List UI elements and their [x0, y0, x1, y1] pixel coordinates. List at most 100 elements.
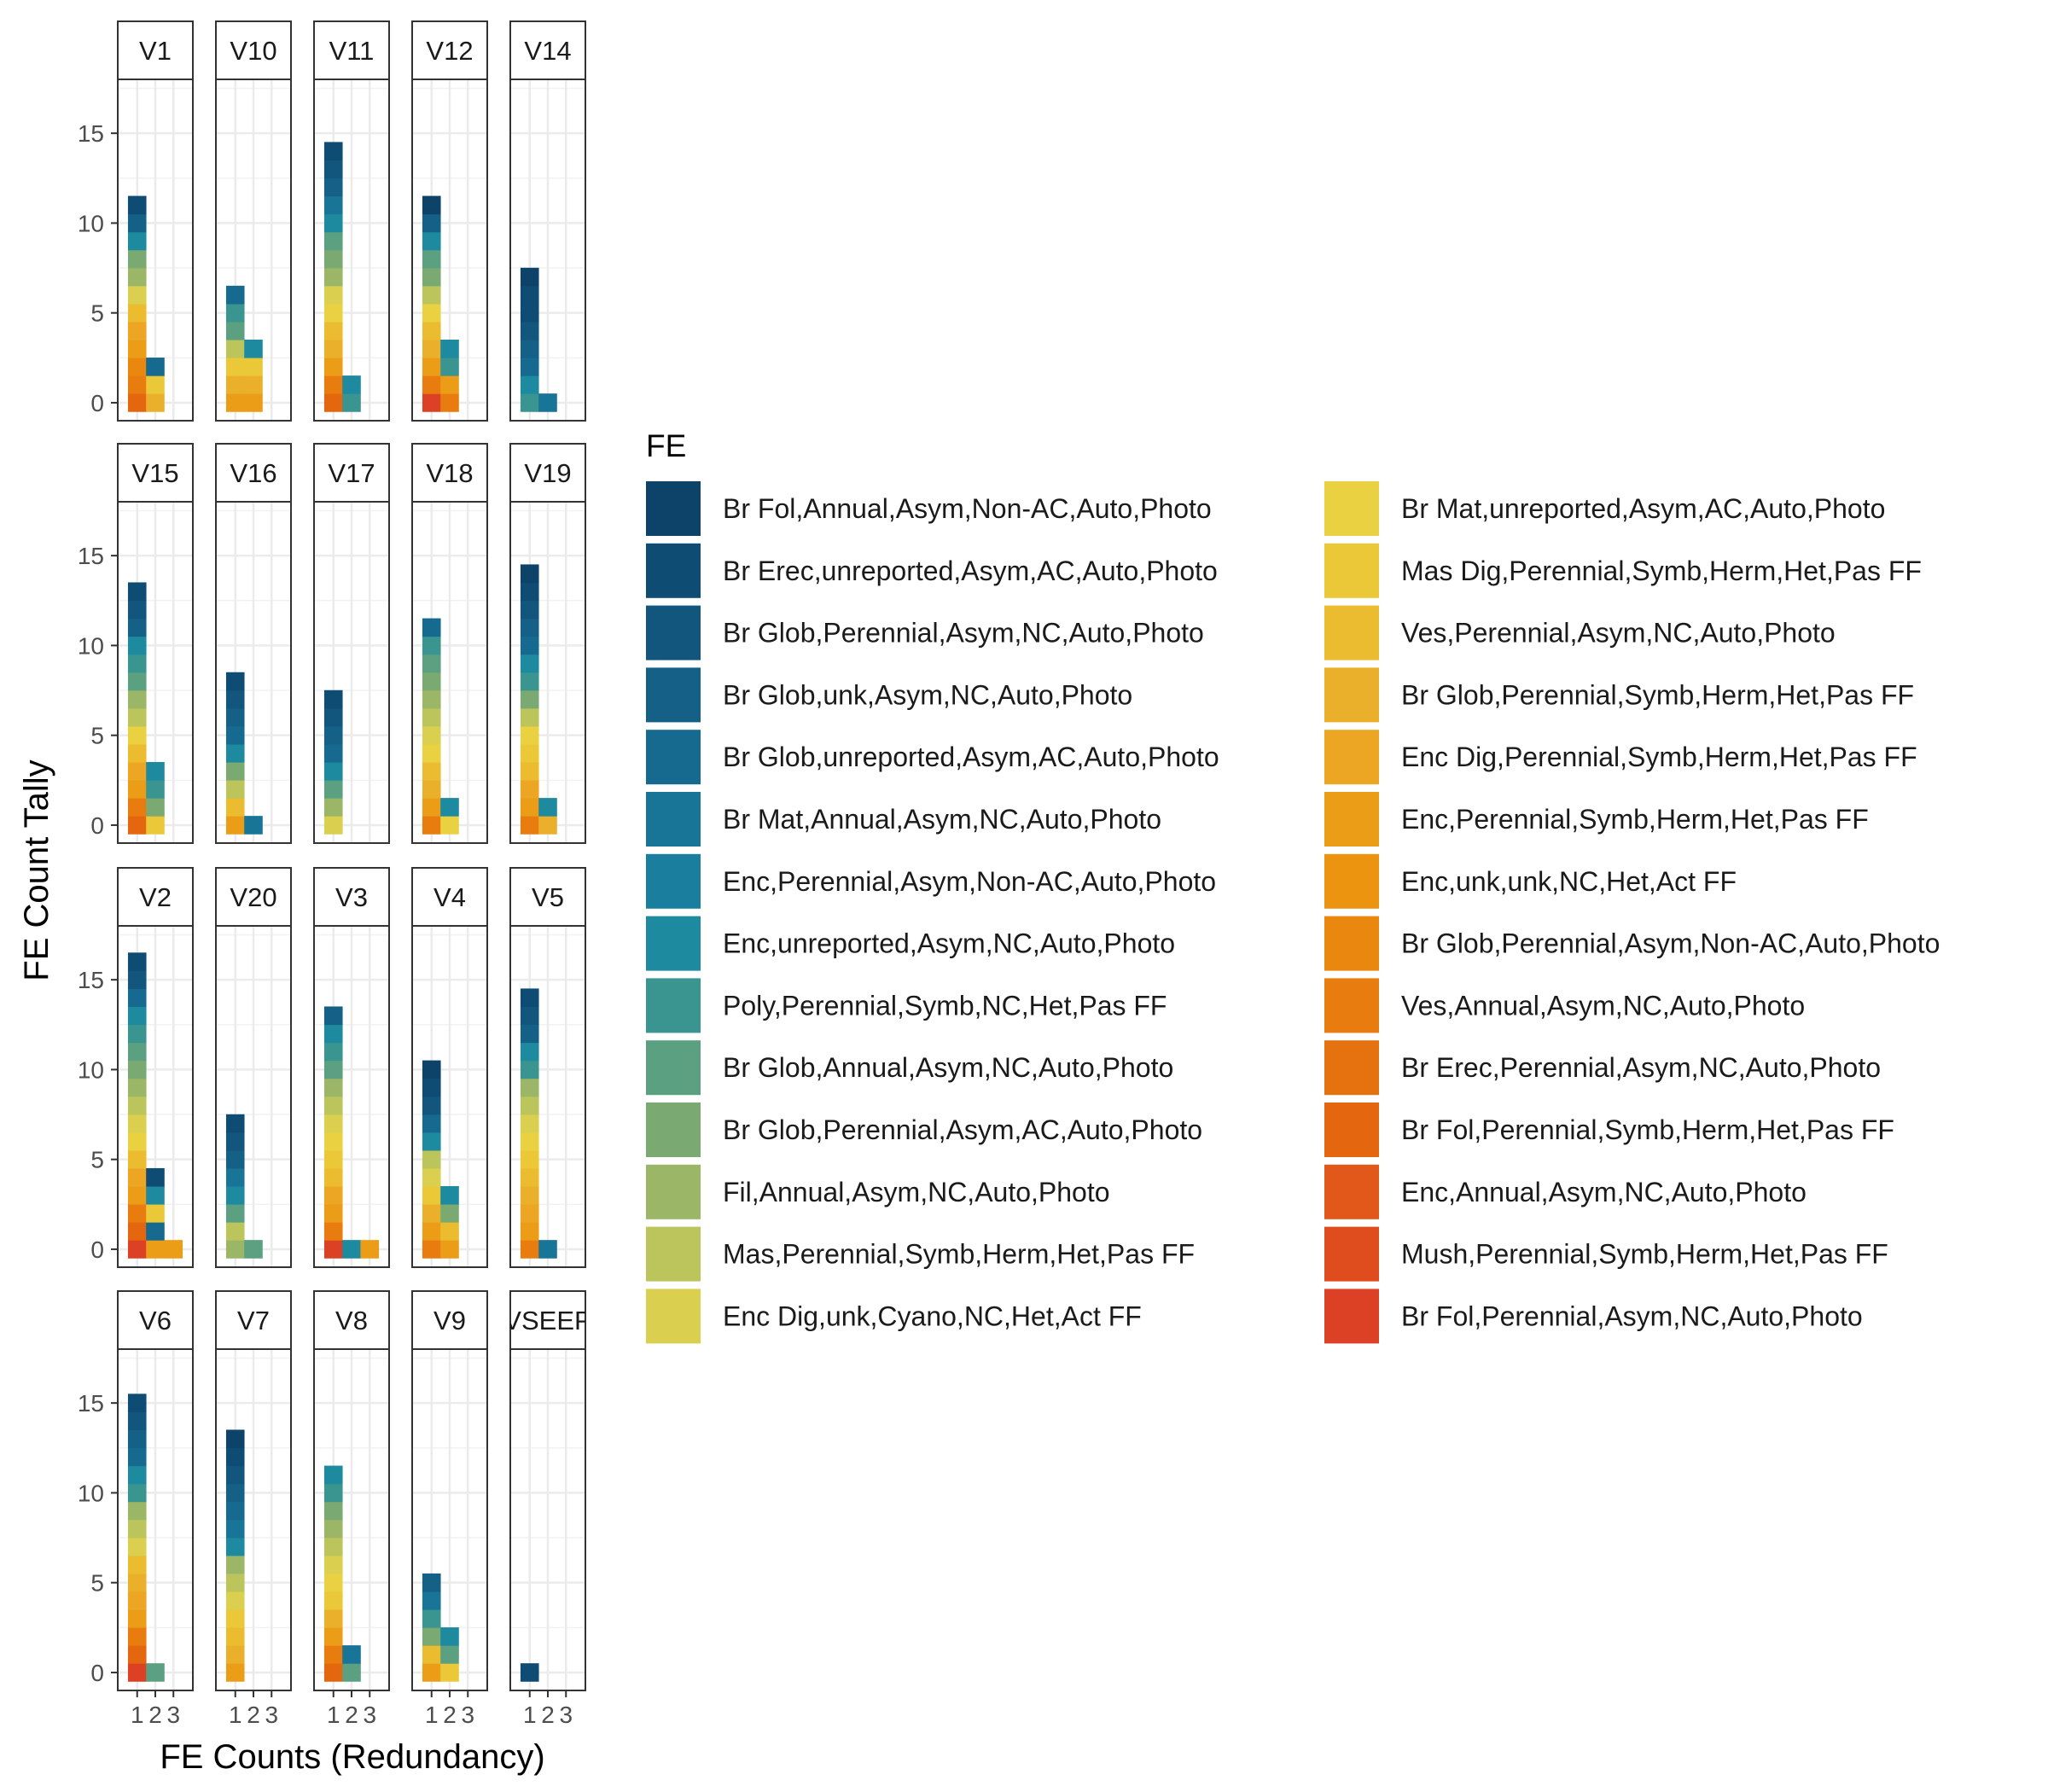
- tally-square: [323, 761, 343, 781]
- tally-square: [244, 393, 263, 412]
- tally-square: [440, 1222, 459, 1241]
- legend-label: Br Glob,Perennial,Asym,NC,Auto,Photo: [723, 618, 1204, 649]
- tally-square: [520, 1042, 539, 1062]
- facet-label: V8: [335, 1306, 368, 1335]
- tally-square: [225, 1465, 245, 1485]
- tally-square: [127, 1645, 147, 1664]
- legend-key: [646, 730, 701, 785]
- x-tick-label: 2: [541, 1702, 555, 1728]
- tally-square: [127, 249, 147, 269]
- x-tick-label: 3: [461, 1702, 474, 1728]
- y-tick-label: 15: [78, 967, 104, 993]
- tally-square: [422, 267, 441, 287]
- tally-marks: [520, 988, 557, 1259]
- tally-square: [127, 267, 147, 287]
- tally-square: [323, 1555, 343, 1574]
- facet-label: V14: [524, 36, 571, 66]
- legend-key: [646, 916, 701, 971]
- tally-square: [127, 321, 147, 340]
- tally-square: [225, 1429, 245, 1449]
- tally-square: [323, 195, 343, 215]
- legend-key: [1324, 853, 1379, 909]
- facet-panel-v20: V20: [215, 867, 292, 1268]
- legend-key: [1324, 916, 1379, 971]
- tally-square: [422, 375, 441, 394]
- legend-title: FE: [646, 428, 686, 463]
- tally-square: [520, 798, 539, 817]
- tally-square: [422, 303, 441, 323]
- legend-key: [1324, 1040, 1379, 1096]
- legend-key: [646, 1103, 701, 1157]
- tally-square: [127, 1393, 147, 1412]
- legend-label: Enc,unreported,Asym,NC,Auto,Photo: [723, 928, 1175, 959]
- tally-square: [225, 393, 245, 412]
- legend-item: Br Glob,Perennial,Symb,Herm,Het,Pas FF: [1324, 667, 1914, 723]
- legend-key: [646, 792, 701, 847]
- tally-square: [127, 1078, 147, 1097]
- tally-square: [225, 1132, 245, 1151]
- facet-strip: [313, 20, 390, 80]
- facet-panel-v9: V9: [411, 1290, 488, 1691]
- facet-panel-v7: V7: [215, 1290, 292, 1691]
- tally-square: [127, 1042, 147, 1062]
- facet-strip: [411, 867, 488, 927]
- y-tick-label: 0: [90, 812, 104, 839]
- tally-square: [244, 339, 263, 358]
- y-tick-label: 0: [90, 1236, 104, 1263]
- tally-square: [225, 321, 245, 340]
- tally-marks: [520, 267, 557, 412]
- tally-square: [422, 654, 441, 673]
- tally-square: [323, 177, 343, 197]
- legend-label: Br Glob,unk,Asym,NC,Auto,Photo: [723, 679, 1132, 710]
- tally-square: [146, 780, 165, 799]
- legend-item: Br Fol,Annual,Asym,Non-AC,Auto,Photo: [646, 481, 1212, 536]
- tally-square: [244, 358, 263, 376]
- tally-square: [323, 1167, 343, 1187]
- legend-key: [646, 853, 701, 909]
- tally-square: [323, 798, 343, 817]
- legend-key: [1324, 1226, 1379, 1282]
- tally-square: [127, 988, 147, 1008]
- tally-square: [225, 689, 245, 709]
- facet-strip: [411, 443, 488, 503]
- tally-square: [127, 358, 147, 376]
- legend-label: Br Fol,Perennial,Asym,NC,Auto,Photo: [1401, 1300, 1863, 1331]
- tally-square: [225, 743, 245, 763]
- tally-square: [422, 1132, 441, 1151]
- tally-square: [127, 725, 147, 745]
- tally-square: [225, 798, 245, 817]
- tally-square: [440, 1204, 459, 1223]
- tally-square: [520, 339, 539, 358]
- tally-square: [323, 249, 343, 269]
- tally-square: [127, 689, 147, 709]
- legend-label: Fil,Annual,Asym,NC,Auto,Photo: [723, 1177, 1110, 1207]
- tally-square: [244, 1240, 263, 1259]
- legend-label: Enc,Annual,Asym,NC,Auto,Photo: [1401, 1177, 1807, 1207]
- legend-key: [1324, 543, 1379, 598]
- tally-square: [323, 1078, 343, 1097]
- tally-square: [323, 1609, 343, 1628]
- tally-square: [520, 743, 539, 763]
- tally-marks: [323, 689, 343, 835]
- tally-marks: [520, 564, 557, 835]
- legend-key: [1324, 792, 1379, 847]
- tally-square: [422, 358, 441, 376]
- tally-square: [225, 375, 245, 394]
- legend-label: Enc,unk,unk,NC,Het,Act FF: [1401, 866, 1737, 897]
- legend-item: Br Glob,unk,Asym,NC,Auto,Photo: [646, 667, 1132, 723]
- tally-square: [127, 1024, 147, 1044]
- facet-panel-vseep: VSEEP: [509, 1290, 586, 1691]
- tally-square: [127, 1429, 147, 1449]
- tally-square: [127, 1240, 147, 1259]
- legend-label: Enc,Perennial,Symb,Herm,Het,Pas FF: [1401, 804, 1869, 835]
- legend-label: Br Fol,Annual,Asym,Non-AC,Auto,Photo: [723, 493, 1212, 524]
- tally-square: [360, 1240, 380, 1259]
- tally-square: [520, 1078, 539, 1097]
- x-tick-label: 1: [327, 1702, 340, 1728]
- tally-square: [520, 1006, 539, 1026]
- tally-square: [422, 1573, 441, 1592]
- tally-square: [323, 1222, 343, 1241]
- tally-square: [127, 1447, 147, 1467]
- legend-label: Enc Dig,Perennial,Symb,Herm,Het,Pas FF: [1401, 742, 1917, 772]
- tally-square: [422, 1204, 441, 1223]
